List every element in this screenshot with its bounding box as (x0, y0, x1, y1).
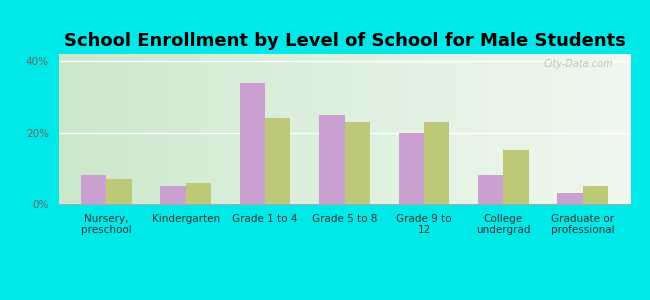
Bar (478, 176, 503, 204)
Bar (583, 186, 608, 204)
Bar (319, 115, 344, 204)
Bar (240, 82, 265, 204)
Bar (265, 118, 291, 204)
Text: City-Data.com: City-Data.com (543, 58, 614, 68)
Bar (186, 183, 211, 204)
Bar (398, 133, 424, 204)
Bar (558, 193, 583, 204)
Bar (424, 122, 449, 204)
Bar (81, 176, 106, 204)
Title: School Enrollment by Level of School for Male Students: School Enrollment by Level of School for… (64, 32, 625, 50)
Bar (344, 122, 370, 204)
Bar (160, 186, 186, 204)
Bar (106, 179, 131, 204)
Bar (503, 150, 529, 204)
